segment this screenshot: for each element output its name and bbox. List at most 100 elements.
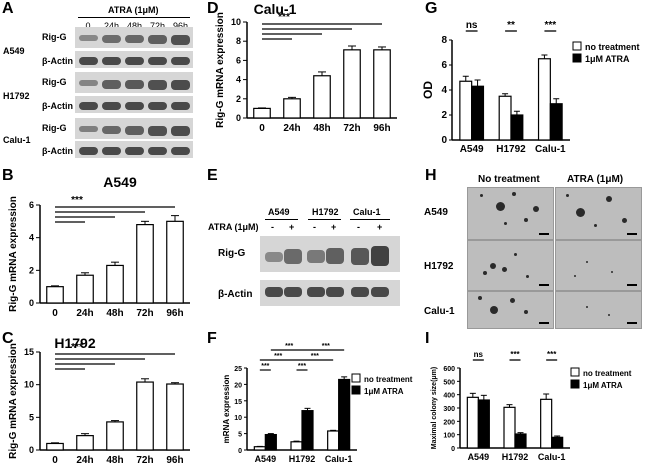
chart-I-ytick-label: 0	[451, 446, 455, 453]
panel-a-row-actin-2: β-Actin	[42, 101, 73, 111]
chart-F-ytick-label: 25	[234, 366, 242, 373]
chart-D-bar-0	[253, 107, 271, 119]
chart-G-ytick-label: 0	[441, 135, 447, 146]
band-Calu-1-rigg-2	[125, 126, 144, 135]
chart-I-legend-swatch-0	[570, 367, 580, 377]
chart-I-ytick-label: 100	[443, 433, 455, 440]
panel-e-western-blot: A549 H1792 Calu-1 ATRA (1μM) - + - + - +…	[205, 165, 420, 325]
chart-D-xtick-1: 24h	[283, 123, 300, 134]
chart-I-ylabel: Maximal colony size(μm)	[431, 367, 438, 449]
panel-letter-f: F	[207, 330, 217, 347]
chart-D-xtick-2: 48h	[313, 123, 330, 134]
chart-D-xtick-4: 96h	[373, 123, 390, 134]
chart-F-legend-swatch-0	[351, 373, 361, 383]
chart-D-ytick-label: 4	[236, 75, 241, 85]
band-e-rigg-3	[326, 248, 344, 265]
panel-e-cell-a549: A549	[268, 207, 290, 217]
chart-G-xtick-1: H1792	[496, 144, 526, 155]
panel-letter-g: G	[425, 0, 438, 17]
chart-F-ytick-label: 0	[238, 448, 242, 455]
chart-B-bar-2	[106, 264, 124, 304]
chart-I-legend-label-0: no treatment	[583, 369, 632, 378]
chart-C-ytick-label: 5	[29, 412, 34, 422]
chart-C-bar-4	[166, 383, 184, 451]
chart-G-sig-label-1: **	[507, 20, 515, 31]
chart-G-bar-1-1	[510, 114, 524, 141]
band-A549-rigg-1	[102, 35, 121, 43]
chart-B-ytick-label: 6	[29, 200, 34, 210]
band-A549-actin-2	[125, 57, 144, 65]
chart-D-ytick-label: 6	[236, 55, 241, 65]
panel-a-row-rigg-2: Rig-G	[42, 77, 67, 87]
chart-B-bar-3	[136, 223, 154, 304]
panel-e-sign-2: +	[289, 222, 295, 232]
chart-G-xtick-0: A549	[460, 144, 484, 155]
panel-h-col-no-treatment: No treatment	[478, 174, 540, 185]
micro-a549-atra	[555, 187, 642, 240]
band-H1792-rigg-0	[79, 80, 98, 87]
panel-letter-d: D	[207, 0, 219, 17]
chart-B-xtick-4: 96h	[166, 308, 183, 319]
band-H1792-rigg-4	[171, 80, 190, 91]
chart-G-ytick-label: 2	[441, 110, 447, 121]
panel-letter-a: A	[2, 0, 14, 17]
chart-D-bar-2	[313, 75, 331, 119]
panel-letter-b: B	[2, 167, 14, 184]
chart-I-bar-2-0	[540, 398, 553, 449]
chart-D-ytick-label: 8	[236, 36, 241, 46]
band-e-actin-0	[265, 287, 283, 297]
chart-I-bar-2-1	[551, 436, 564, 449]
band-A549-actin-4	[171, 57, 190, 65]
chart-F-xtick-2: Calu-1	[325, 454, 353, 464]
chart-F-legend-swatch-1	[351, 385, 361, 395]
band-e-actin-5	[371, 287, 389, 297]
chart-B-bar-4	[166, 220, 184, 304]
panel-e-cell-calu1: Calu-1	[353, 207, 381, 217]
chart-B-ytick-label: 2	[29, 265, 34, 275]
band-e-rigg-0	[265, 251, 283, 262]
chart-d-calu1: Calu-1 0 2 4 6 8 10 Rig-G mRNA expression 0 24h 48…	[215, 1, 397, 134]
micro-calu1-atra	[555, 291, 642, 329]
panel-a-atra-label: ATRA (1μM)	[108, 5, 159, 15]
band-e-actin-1	[284, 287, 302, 297]
chart-B-ytick-label: 4	[29, 233, 34, 243]
chart-I-ytick-label: 600	[443, 366, 455, 373]
panel-e-sign-5: -	[357, 222, 360, 232]
panel-a-time-72h: 72h	[150, 21, 166, 31]
band-A549-rigg-2	[125, 35, 144, 44]
chart-B-bar-1	[76, 274, 94, 304]
chart-F-sig-label-4: ***	[311, 353, 319, 360]
band-Calu-1-actin-0	[79, 147, 98, 155]
chart-F-sig-label-3: ***	[285, 343, 293, 350]
chart-C-ytick-label: 10	[24, 380, 34, 390]
band-Calu-1-actin-4	[171, 147, 190, 155]
panel-h-colony-images: No treatment ATRA (1μM) A549 H1792 Calu-…	[420, 165, 650, 330]
chart-g-od: 0 2 4 6 8 OD A549 H1792 Calu-1 no treatment 1μM AT…	[421, 20, 640, 155]
chart-I-ytick-label: 500	[443, 379, 455, 386]
chart-F-xtick-0: A549	[255, 454, 277, 464]
panel-e-row-rigg: Rig-G	[218, 248, 246, 259]
chart-F-sig-label-1: ***	[274, 353, 282, 360]
chart-G-bar-0-0	[459, 80, 473, 141]
band-A549-actin-0	[79, 57, 98, 65]
chart-G-xtick-2: Calu-1	[535, 144, 566, 155]
panel-e-sign-3: -	[313, 222, 316, 232]
band-A549-rigg-3	[148, 35, 167, 44]
panel-a-cell-calu1: Calu-1	[3, 135, 31, 145]
band-H1792-actin-2	[125, 102, 144, 110]
chart-C-xtick-4: 96h	[166, 455, 183, 466]
chart-F-sig-label-5: ***	[322, 343, 330, 350]
chart-I-ytick-label: 400	[443, 393, 455, 400]
panel-a-row-rigg-3: Rig-G	[42, 123, 67, 133]
chart-F-bar-1-1	[301, 410, 314, 451]
band-A549-rigg-0	[79, 35, 98, 41]
chart-C-bar-3	[136, 381, 154, 451]
panel-letter-i: I	[425, 330, 430, 347]
micro-a549-untreated	[467, 187, 554, 240]
chart-D-sig-label: ***	[278, 12, 290, 23]
chart-F-xtick-1: H1792	[289, 454, 316, 464]
chart-C-ytick-label: 0	[29, 445, 34, 455]
panel-a-cell-a549: A549	[3, 46, 25, 56]
chart-F-bar-0-1	[264, 433, 277, 451]
chart-I-bar-1-0	[503, 406, 516, 449]
